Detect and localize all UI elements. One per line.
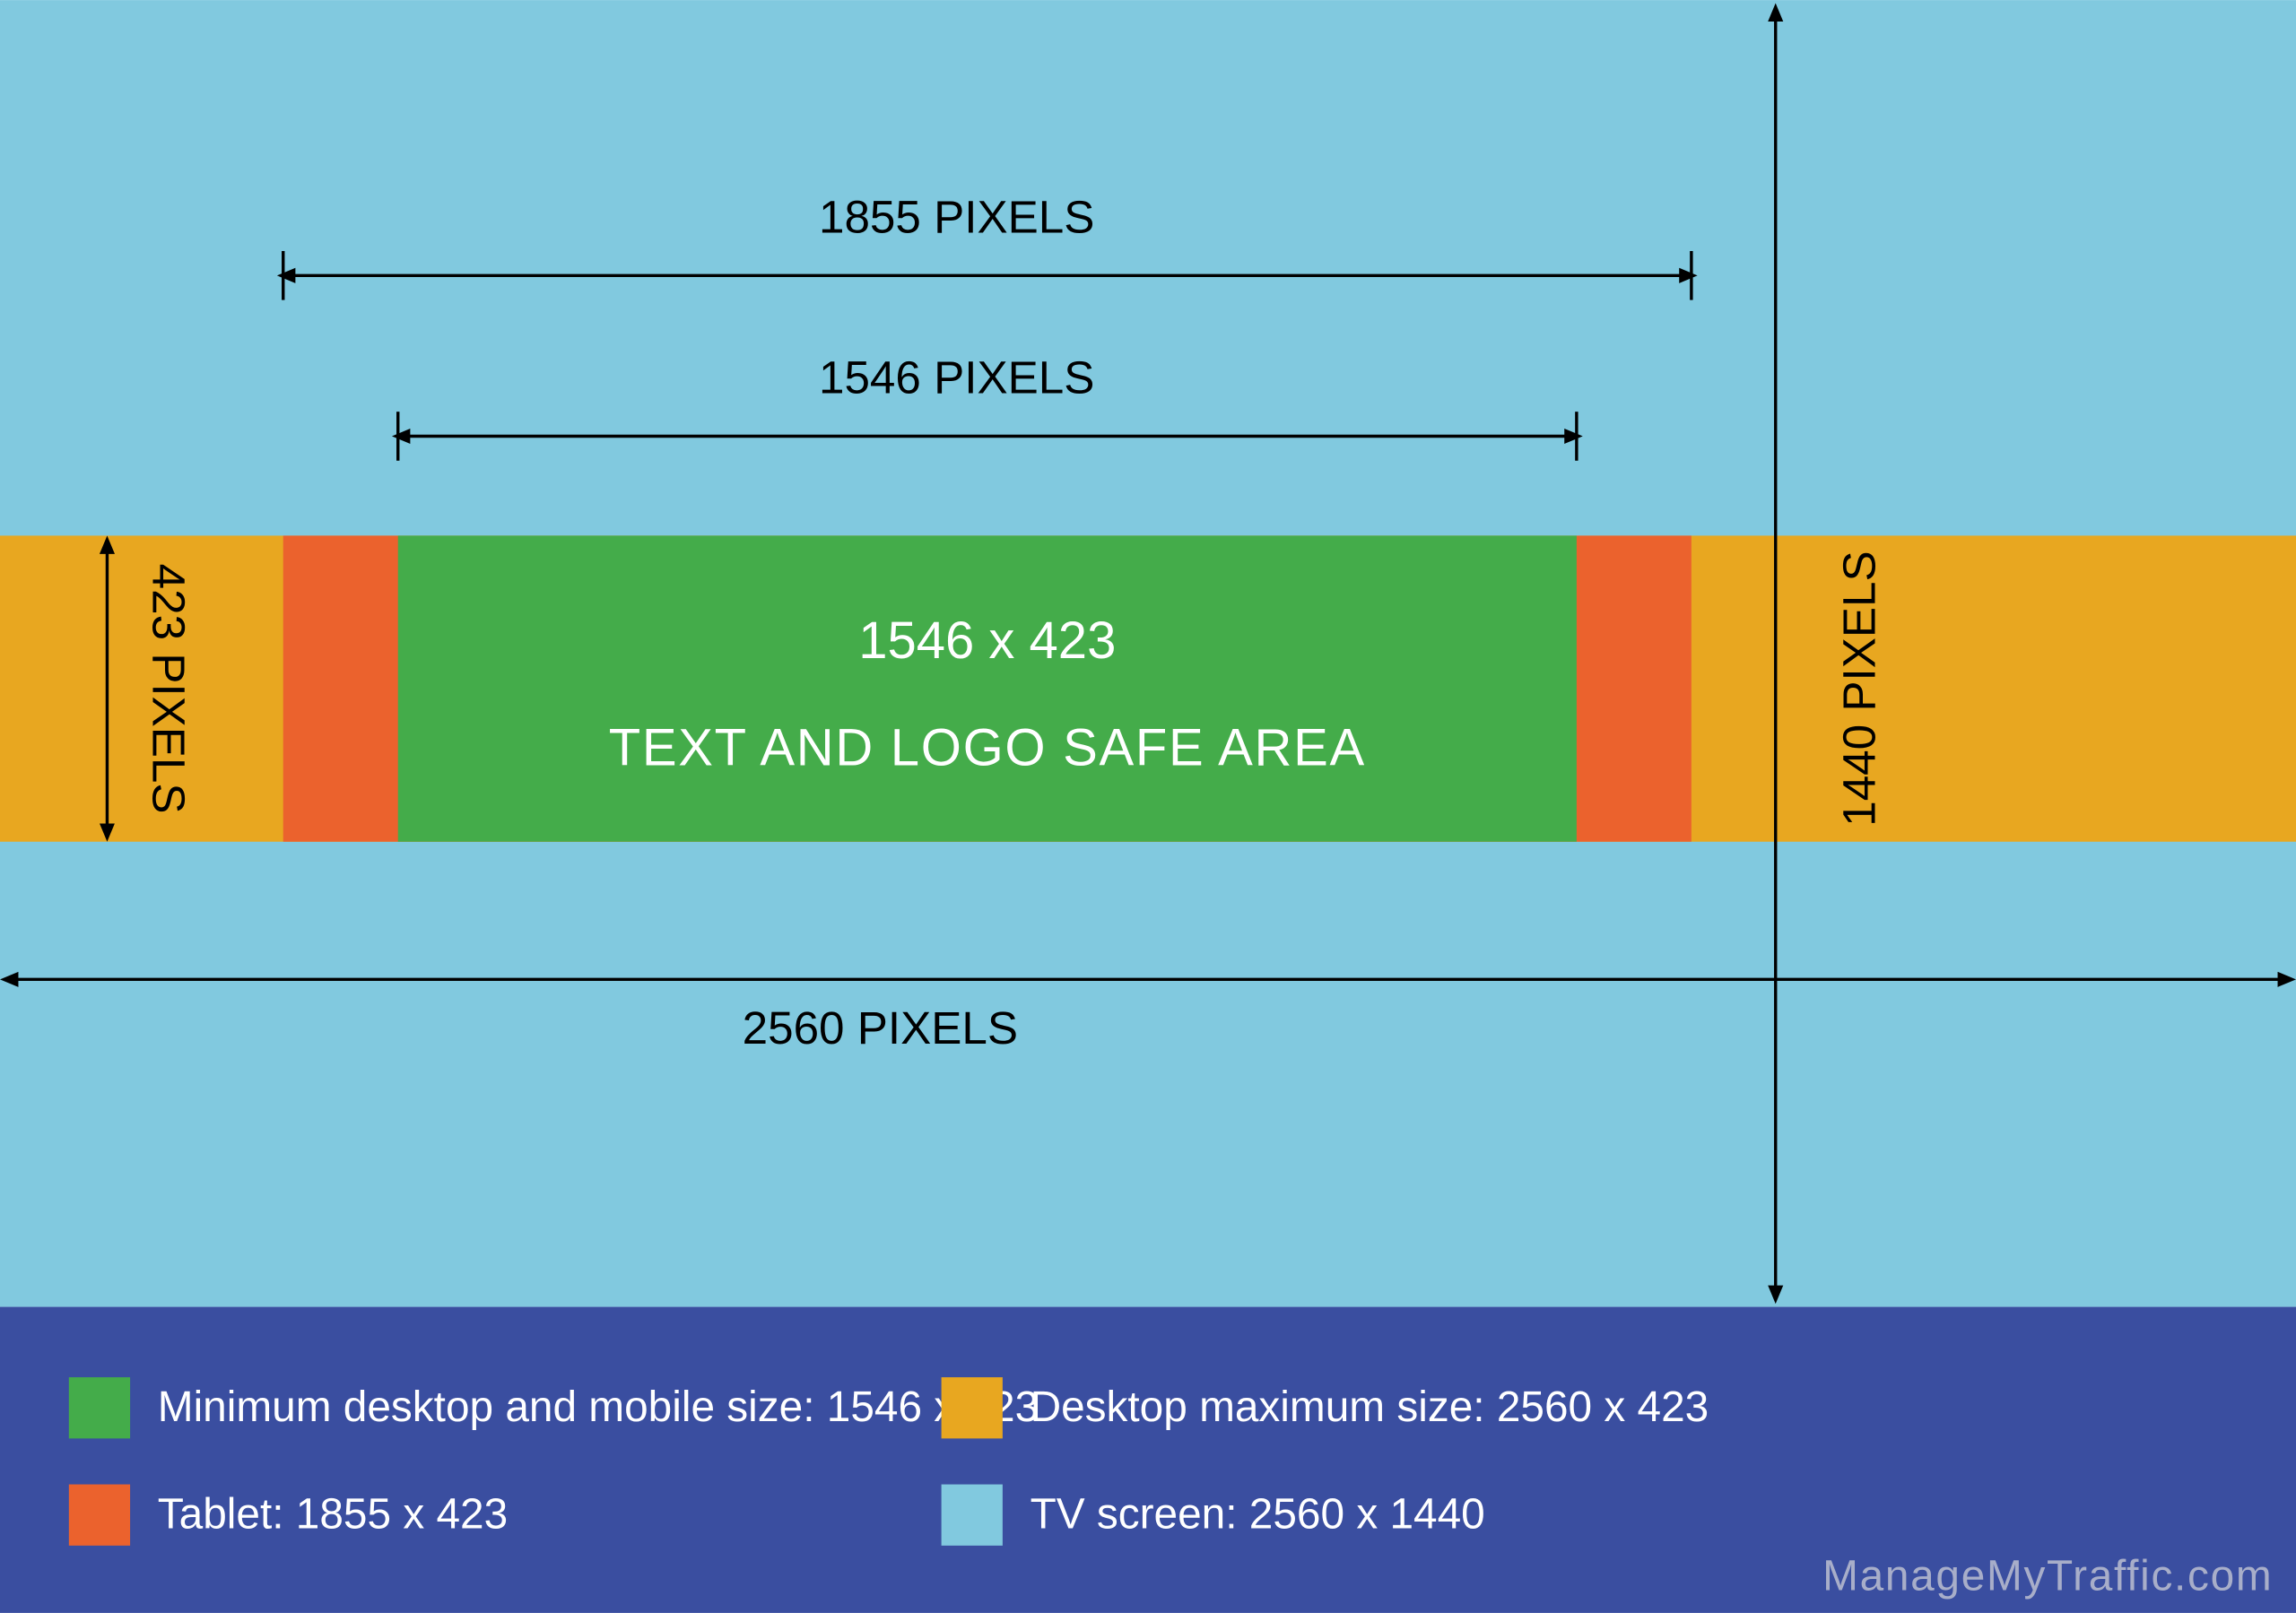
dim_1440-label: 1440 PIXELS bbox=[1834, 551, 1885, 826]
dim_2560-label: 2560 PIXELS bbox=[743, 1002, 1018, 1054]
legend-swatch-tablet bbox=[69, 1485, 130, 1546]
dim_423-label: 423 PIXELS bbox=[144, 564, 195, 814]
dim_1546-label: 1546 PIXELS bbox=[819, 352, 1094, 403]
legend-label-tv_screen: TV screen: 2560 x 1440 bbox=[1031, 1491, 1485, 1539]
legend-swatch-tv_screen bbox=[942, 1485, 1003, 1546]
legend-label-tablet: Tablet: 1855 x 423 bbox=[158, 1491, 508, 1539]
credit-text: ManageMyTraffic.com bbox=[1822, 1552, 2273, 1600]
legend-label-min: Minimum desktop and mobile size: 1546 x … bbox=[158, 1383, 1039, 1431]
legend-swatch-min bbox=[69, 1377, 130, 1438]
legend-swatch-desktop_max bbox=[942, 1377, 1003, 1438]
safe-area-size-label: 1546 x 423 bbox=[858, 611, 1116, 670]
safe-area-caption: TEXT AND LOGO SAFE AREA bbox=[609, 718, 1366, 776]
dim_1855-label: 1855 PIXELS bbox=[819, 192, 1094, 243]
legend-label-desktop_max: Desktop maximum size: 2560 x 423 bbox=[1031, 1383, 1709, 1431]
min-safe-area bbox=[398, 535, 1577, 841]
